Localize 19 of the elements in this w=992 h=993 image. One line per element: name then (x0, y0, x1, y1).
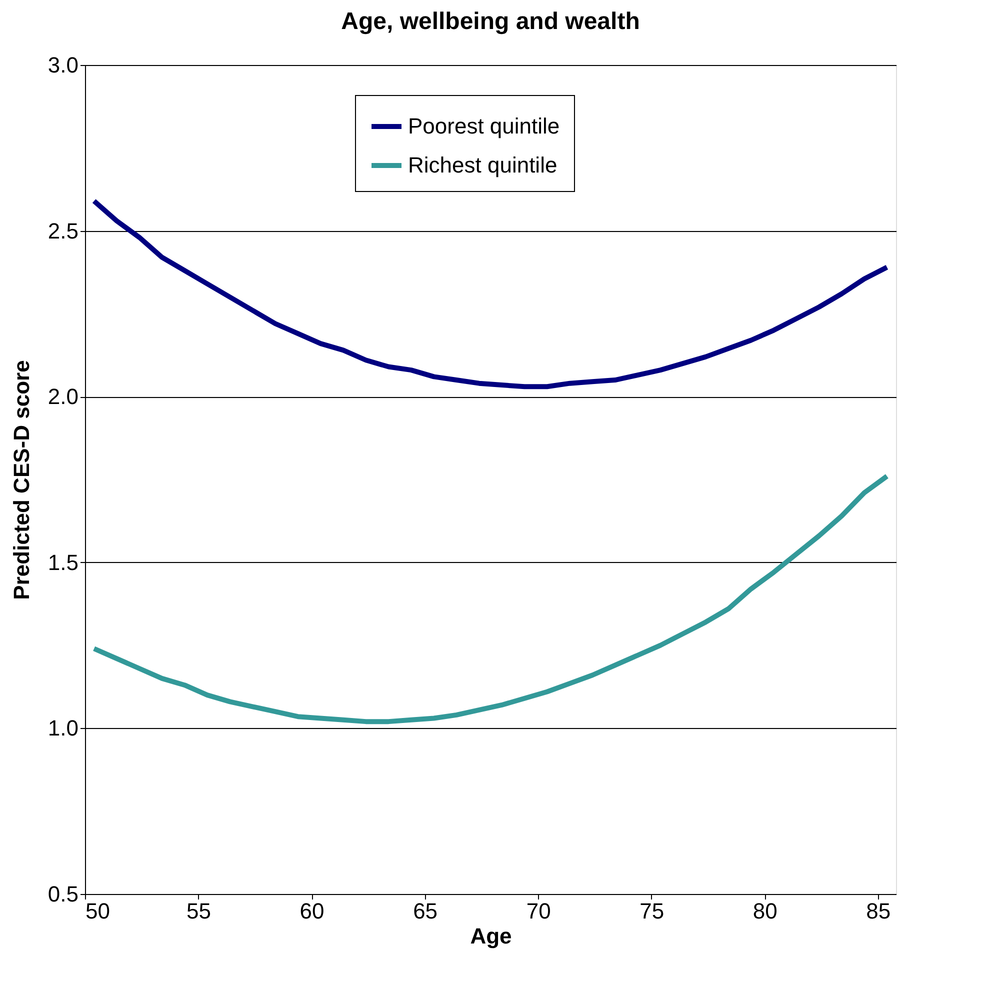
x-tick-label: 85 (866, 898, 891, 924)
x-axis-title: Age (470, 924, 512, 948)
x-tick-label: 55 (186, 898, 212, 924)
x-tick-label: 70 (526, 898, 551, 924)
y-tick-label: 3.0 (48, 52, 78, 78)
x-tick-label: 50 (86, 898, 110, 924)
y-tick-label: 2.5 (48, 218, 78, 244)
x-tick-label: 75 (640, 898, 664, 924)
y-tick-label: 1.5 (48, 550, 78, 575)
chart-title: Age, wellbeing and wealth (341, 8, 640, 35)
x-tick-label: 80 (752, 898, 778, 924)
y-tick-label: 2.0 (48, 384, 78, 410)
legend-label: Poorest quintile (408, 114, 560, 138)
x-tick-label: 60 (300, 898, 324, 924)
legend-label: Richest quintile (408, 152, 558, 178)
x-tick-label: 65 (413, 898, 438, 924)
y-axis-title: Predicted CES-D score (8, 360, 34, 600)
y-tick-label: 1.0 (48, 716, 78, 741)
y-tick-label: 0.5 (48, 882, 78, 906)
